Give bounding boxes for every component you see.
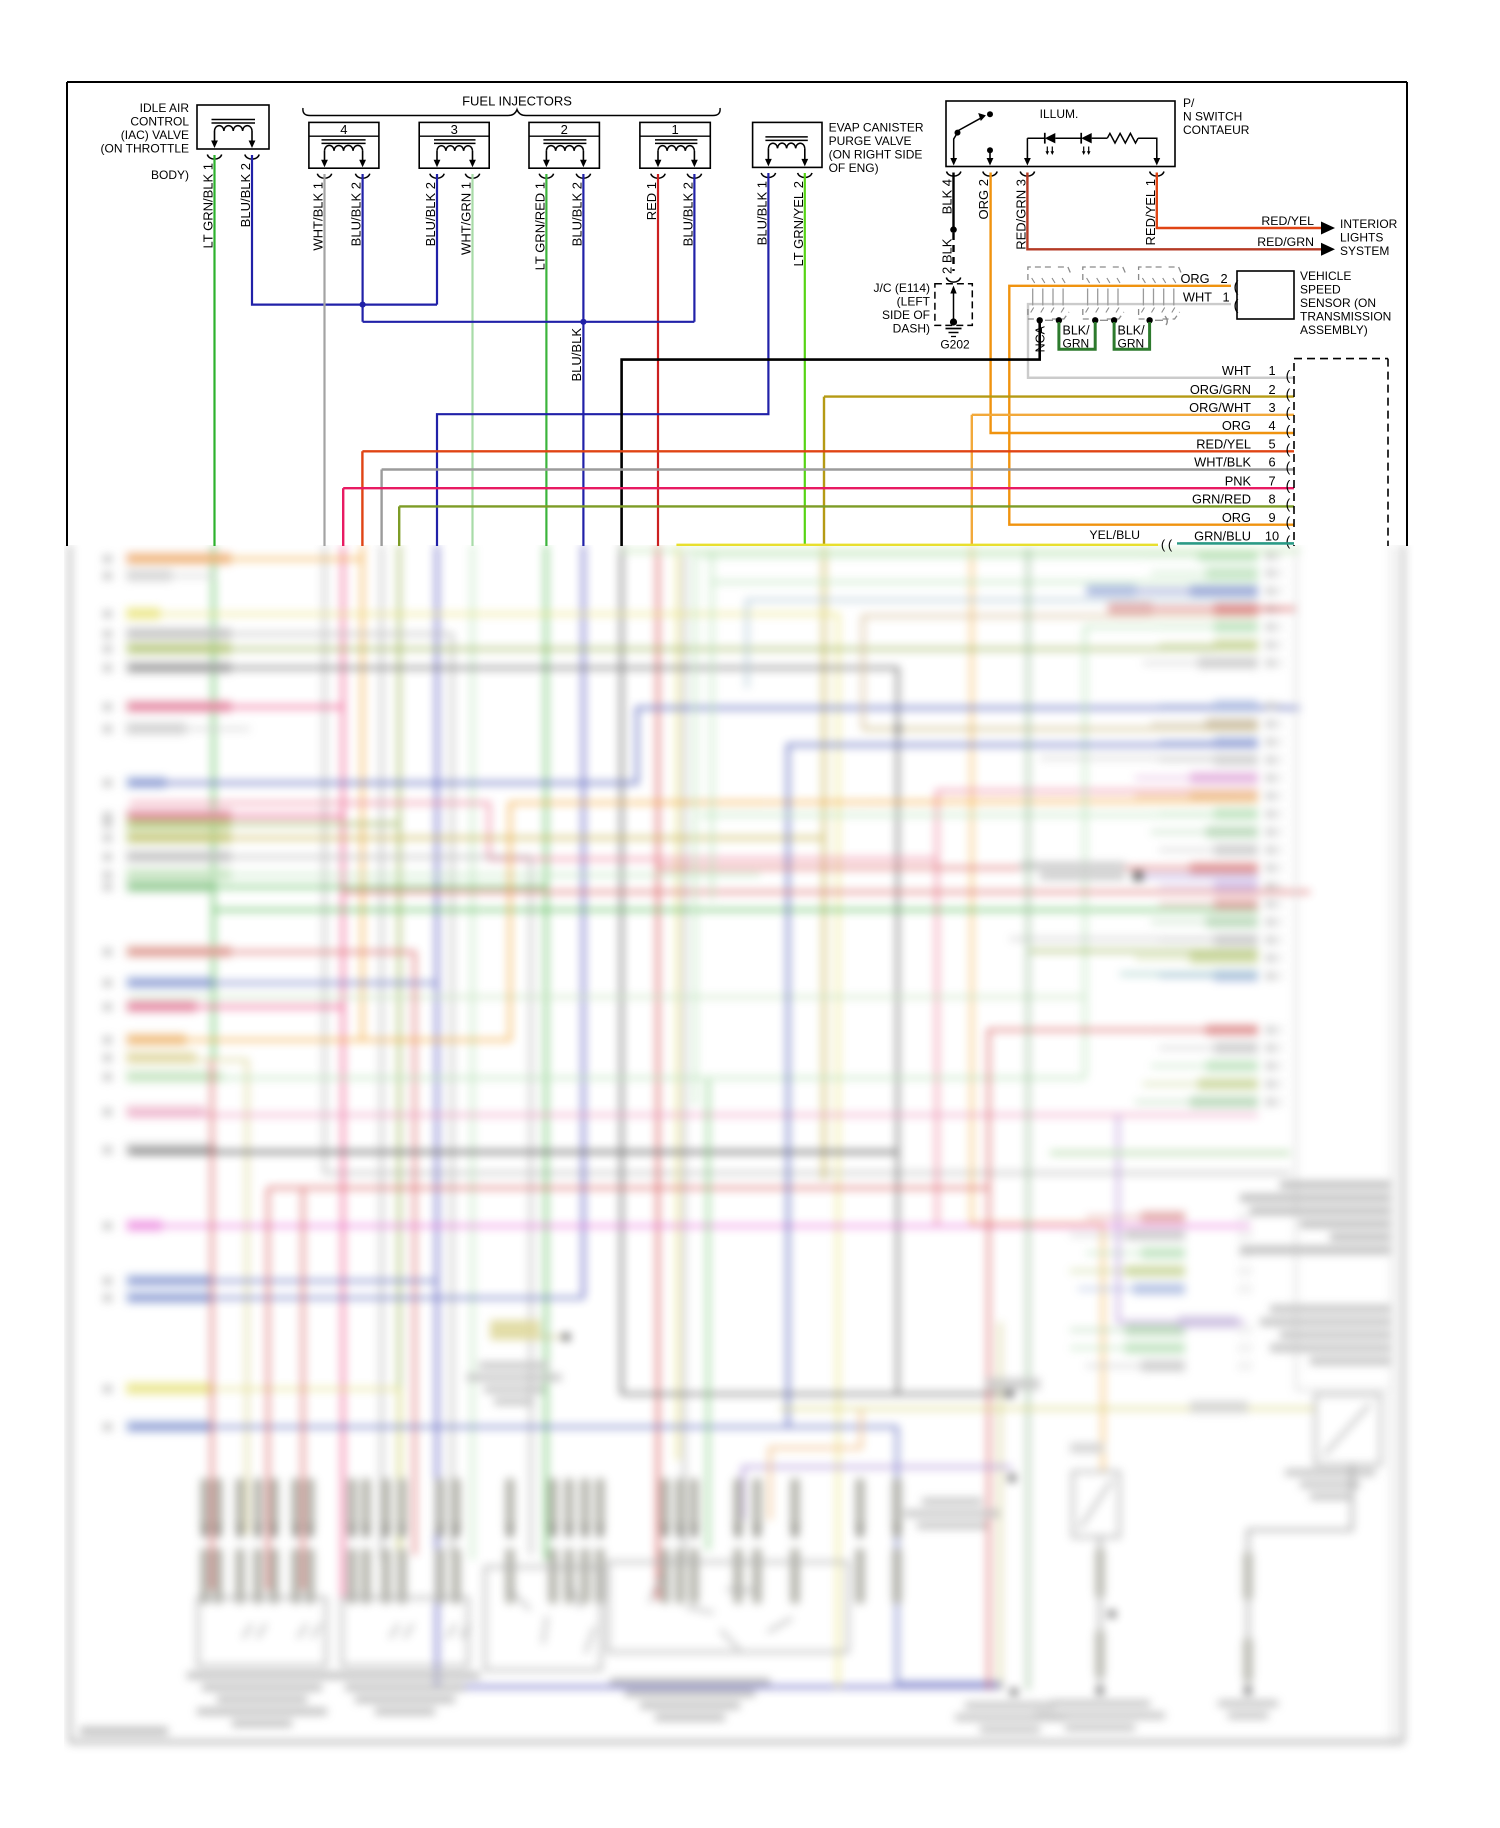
svg-text:RED/GRN: RED/GRN <box>1257 235 1314 249</box>
svg-text:(: ( <box>1234 297 1239 314</box>
svg-text:(ON RIGHT SIDE: (ON RIGHT SIDE <box>829 148 923 162</box>
svg-text:N SWITCH: N SWITCH <box>1183 110 1242 124</box>
svg-text:RED/YEL: RED/YEL <box>1261 214 1314 228</box>
svg-text:2: 2 <box>561 122 568 137</box>
svg-text:BLK 4: BLK 4 <box>940 179 955 214</box>
svg-text:2: 2 <box>1268 382 1275 397</box>
svg-text:(: ( <box>1286 386 1291 402</box>
svg-text:LT GRN/BLK 1: LT GRN/BLK 1 <box>201 163 216 249</box>
svg-text:1: 1 <box>671 122 678 137</box>
svg-text:2: 2 <box>1220 271 1227 286</box>
svg-text:ORG: ORG <box>1222 510 1251 525</box>
svg-text:(: ( <box>1168 537 1173 552</box>
svg-text:FUEL INJECTORS: FUEL INJECTORS <box>462 94 572 109</box>
svg-text:10: 10 <box>1265 529 1279 544</box>
svg-text:BLU/BLK 2: BLU/BLK 2 <box>238 163 253 227</box>
svg-text:BLK/: BLK/ <box>1118 324 1146 338</box>
svg-text:RED/YEL: RED/YEL <box>1196 437 1251 452</box>
svg-text:WHT/BLK 1: WHT/BLK 1 <box>311 182 326 251</box>
svg-text:LIGHTS: LIGHTS <box>1340 231 1383 245</box>
svg-text:GRN: GRN <box>1118 337 1145 351</box>
svg-text:CONTAEUR: CONTAEUR <box>1183 123 1250 137</box>
svg-text:(: ( <box>1161 537 1166 552</box>
svg-text:BLU/BLK 2: BLU/BLK 2 <box>569 182 584 246</box>
svg-text:SYSTEM: SYSTEM <box>1340 244 1389 258</box>
svg-text:4: 4 <box>1268 418 1275 433</box>
svg-text:SPEED: SPEED <box>1300 283 1341 297</box>
svg-text:BLU/BLK 2: BLU/BLK 2 <box>680 182 695 246</box>
svg-text:(: ( <box>1234 279 1239 296</box>
svg-text:GRN/RED: GRN/RED <box>1192 492 1251 507</box>
svg-text:GRN: GRN <box>1063 337 1090 351</box>
svg-text:9: 9 <box>1268 510 1275 525</box>
svg-text:WHT: WHT <box>1183 289 1212 304</box>
svg-text:BLU/BLK 2: BLU/BLK 2 <box>423 182 438 246</box>
svg-text:WHT/BLK: WHT/BLK <box>1194 455 1251 470</box>
svg-text:(: ( <box>1286 477 1291 493</box>
svg-text:DASH): DASH) <box>893 322 930 336</box>
svg-text:SENSOR (ON: SENSOR (ON <box>1300 296 1376 310</box>
svg-text:WHT/GRN 1: WHT/GRN 1 <box>459 182 474 255</box>
svg-text:ORG/GRN: ORG/GRN <box>1190 382 1251 397</box>
svg-text:WHT: WHT <box>1222 363 1251 378</box>
svg-text:(IAC) VALVE: (IAC) VALVE <box>121 128 189 142</box>
svg-text:ILLUM.: ILLUM. <box>1040 107 1079 121</box>
svg-text:BLU/BLK 1: BLU/BLK 1 <box>754 181 769 245</box>
svg-text:YEL/BLU: YEL/BLU <box>1089 528 1140 542</box>
svg-text:5: 5 <box>1268 437 1275 452</box>
svg-text:1: 1 <box>1222 289 1229 304</box>
svg-text:LT GRN/RED 1: LT GRN/RED 1 <box>532 182 547 270</box>
svg-text:EVAP CANISTER: EVAP CANISTER <box>829 121 924 135</box>
svg-text:(: ( <box>1286 495 1291 511</box>
svg-text:J/C (E114): J/C (E114) <box>874 281 930 295</box>
svg-text:RED/YEL 1: RED/YEL 1 <box>1143 179 1158 245</box>
svg-text:CONTROL: CONTROL <box>130 115 189 129</box>
svg-text:6: 6 <box>1268 455 1275 470</box>
svg-text:SIDE OF: SIDE OF <box>882 308 930 322</box>
svg-text:(: ( <box>1286 532 1291 548</box>
svg-text:ORG: ORG <box>1180 271 1209 286</box>
svg-text:3: 3 <box>451 122 458 137</box>
svg-text:ORG 2: ORG 2 <box>976 179 991 219</box>
svg-text:RED 1: RED 1 <box>644 182 659 220</box>
svg-text:(: ( <box>1286 404 1291 420</box>
svg-text:7: 7 <box>1268 473 1275 488</box>
svg-text:PNK: PNK <box>1225 473 1252 488</box>
svg-text:TRANSMISSION: TRANSMISSION <box>1300 310 1391 324</box>
svg-text:RED/GRN 3: RED/GRN 3 <box>1013 179 1028 250</box>
svg-text:(: ( <box>1286 367 1291 383</box>
svg-text:ORG/WHT: ORG/WHT <box>1189 400 1251 415</box>
svg-text:(: ( <box>1286 440 1291 456</box>
svg-text:VEHICLE: VEHICLE <box>1300 269 1351 283</box>
svg-text:ASSEMBLY): ASSEMBLY) <box>1300 323 1368 337</box>
svg-text:NCA: NCA <box>1034 325 1048 352</box>
svg-text:OF ENG): OF ENG) <box>829 161 879 175</box>
svg-text:(LEFT: (LEFT <box>897 295 931 309</box>
svg-text:GRN/BLU: GRN/BLU <box>1194 529 1251 544</box>
svg-text:PURGE VALVE: PURGE VALVE <box>829 134 912 148</box>
svg-text:(ON THROTTLE: (ON THROTTLE <box>101 142 189 156</box>
svg-text:3: 3 <box>1268 400 1275 415</box>
svg-text:1: 1 <box>1268 363 1275 378</box>
svg-text:INTERIOR: INTERIOR <box>1340 217 1398 231</box>
svg-text:BODY): BODY) <box>151 168 189 182</box>
svg-text:G202: G202 <box>940 338 970 352</box>
svg-text:2 BLK: 2 BLK <box>940 238 955 274</box>
svg-text:P/: P/ <box>1183 96 1195 110</box>
svg-text:BLK/: BLK/ <box>1063 324 1091 338</box>
svg-text:LT GRN/YEL 2: LT GRN/YEL 2 <box>791 181 806 267</box>
svg-text:(: ( <box>1286 459 1291 475</box>
svg-text:(: ( <box>1286 514 1291 530</box>
svg-text:BLU/BLK: BLU/BLK <box>569 328 584 382</box>
svg-text:4: 4 <box>340 122 347 137</box>
svg-text:IDLE AIR: IDLE AIR <box>140 101 190 115</box>
svg-text:ORG: ORG <box>1222 418 1251 433</box>
svg-text:(: ( <box>1286 422 1291 438</box>
svg-text:8: 8 <box>1268 492 1275 507</box>
svg-text:BLU/BLK 2: BLU/BLK 2 <box>349 182 364 246</box>
